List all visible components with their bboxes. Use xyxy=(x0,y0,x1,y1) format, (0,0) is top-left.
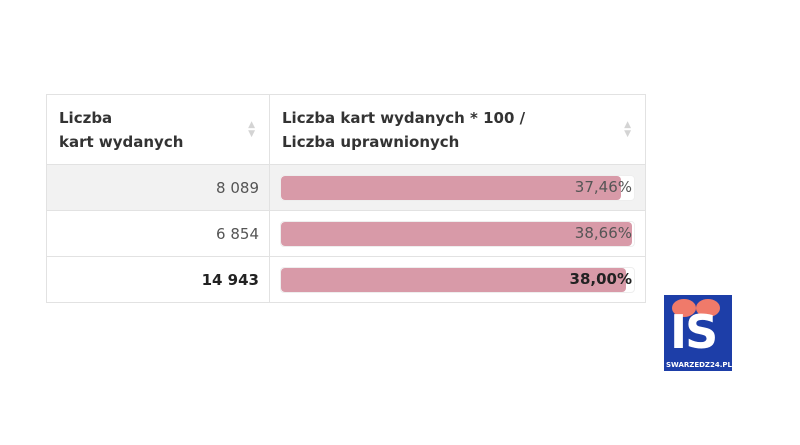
sort-icon[interactable]: ▲ ▼ xyxy=(248,120,255,139)
percent-bar-fill xyxy=(281,175,622,200)
table-row: 6 854 38,66% xyxy=(46,210,646,257)
percent-bar: 38,00% xyxy=(280,266,635,293)
percent-bar: 37,46% xyxy=(280,174,635,201)
speech-bubble-icon xyxy=(696,299,720,317)
logo-site: SWARZEDZ24.PL xyxy=(666,361,732,369)
percent-label: 38,66% xyxy=(574,223,632,242)
swarzedz24-logo: IS SWARZEDZ24.PL xyxy=(664,295,732,371)
column-header-ratio[interactable]: Liczba kart wydanych * 100 /Liczba upraw… xyxy=(269,94,646,165)
percent-bar: 38,66% xyxy=(280,220,635,247)
cards-count: 8 089 xyxy=(46,164,270,211)
table-row-total: 14 943 38,00% xyxy=(46,256,646,303)
logo-text: IS xyxy=(670,305,718,359)
percent-bar-fill xyxy=(281,221,633,246)
cards-count-total: 14 943 xyxy=(46,256,270,303)
column-header-cards-issued[interactable]: Liczba kart wydanych ▲ ▼ xyxy=(46,94,270,165)
table-row: 8 089 37,46% xyxy=(46,164,646,211)
speech-bubble-icon xyxy=(672,299,696,317)
cards-count: 6 854 xyxy=(46,210,270,257)
percent-label: 38,00% xyxy=(569,269,632,288)
percent-bar-fill xyxy=(281,267,627,292)
percent-label: 37,46% xyxy=(574,177,632,196)
data-table: Liczba kart wydanych ▲ ▼ Liczba kart wydany… xyxy=(46,94,646,303)
sort-icon[interactable]: ▲ ▼ xyxy=(624,120,631,139)
